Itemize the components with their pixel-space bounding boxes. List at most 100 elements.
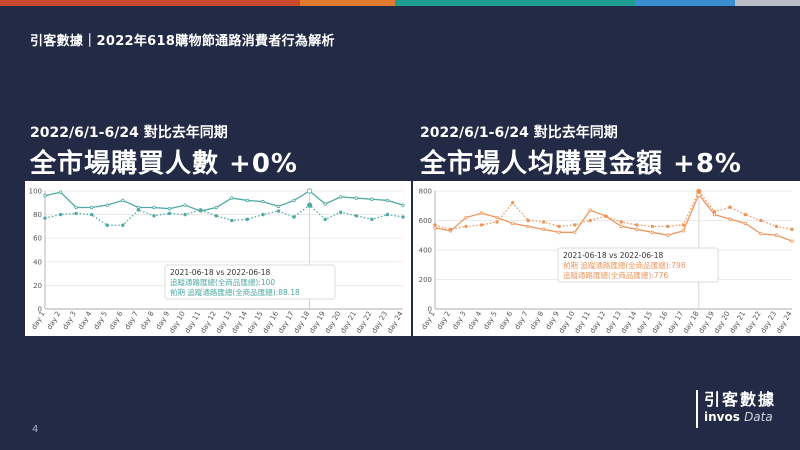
tooltip-box [164,264,336,300]
y-tick-label: 20 [33,282,42,290]
data-point-current [323,202,327,206]
x-tick-label: day 4 [467,310,484,331]
data-point-prior [276,209,281,213]
top-bar-segment [395,0,635,6]
y-tick-label: 60 [33,235,42,243]
brand-logo: 引客數據 invos Data [696,386,786,432]
data-point-prior [464,224,468,229]
data-point-current [58,190,63,194]
series-line-current [434,193,793,242]
data-point-current [370,197,374,201]
data-point-current [433,226,437,230]
data-point-prior [339,210,343,214]
x-tick-label: day 7 [513,310,530,331]
data-point-current [121,198,125,203]
data-point-current [307,188,313,194]
data-point-prior [790,227,794,232]
data-point-prior [354,214,359,218]
data-point-current [743,221,748,226]
data-point-current [152,205,156,210]
data-point-prior [230,218,234,223]
data-point-current [650,230,655,234]
data-point-prior [167,211,172,216]
data-point-current [89,205,94,210]
x-tick-label: day 24 [775,310,794,335]
data-point-prior [323,217,327,222]
tooltip-line: 前期 追蹤通路匯總(全商品匯總):798 [563,260,686,270]
x-tick-label: day 24 [386,310,405,335]
y-tick-label: 0 [38,306,42,314]
data-point-prior [307,202,313,208]
data-point-prior [198,208,203,212]
page-number: 4 [32,424,39,435]
right-subtitle: 2022/6/1-6/24 對比去年同期 [420,125,618,141]
data-point-prior [712,209,717,214]
data-point-prior [245,217,250,222]
data-point-current [464,215,468,220]
y-tick-label: 600 [419,217,432,225]
data-point-current [541,227,546,232]
data-point-current [588,208,592,212]
y-tick-label: 80 [33,211,42,219]
data-point-current [183,203,187,207]
data-point-current [354,196,359,200]
data-point-prior [526,218,530,223]
logo-divider [696,390,698,428]
y-tick-label: 40 [33,258,42,266]
logo-en-light: Data [744,410,773,424]
data-point-prior [572,223,577,227]
data-point-prior [74,211,78,216]
x-tick-label: day 4 [77,310,94,331]
data-point-prior [105,223,109,227]
right-chart-panel: 0 200 400 600 800 day 1 day 2 day 3 day 4 day 5 da… [413,181,800,336]
logo-cn: 引客數據 [704,390,777,409]
data-point-prior [759,218,763,223]
data-point-prior [214,214,218,218]
top-bar-segment [635,0,735,6]
data-point-prior [681,223,686,227]
data-point-prior [401,215,405,219]
x-tick-label: day 7 [123,310,140,331]
data-point-current [712,212,717,217]
data-point-prior [43,216,47,220]
logo-en: invos Data [704,410,773,424]
top-bar-segment [735,0,800,6]
data-point-current [230,196,234,200]
data-point-current [276,204,281,209]
data-point-prior [292,215,296,219]
data-point-current [510,221,515,226]
tooltip-line: 追蹤通路匯總(全商品匯總):100 [170,277,275,287]
x-tick-label: day 2 [436,310,453,331]
data-point-current [43,194,47,198]
top-bar-segment [300,0,395,6]
data-point-current [214,205,218,210]
data-point-current [557,230,561,234]
data-point-current [74,205,78,210]
tooltip-title: 2021-06-18 vs 2022-06-18 [170,268,271,277]
data-point-prior [541,220,546,224]
data-point-prior [774,224,779,229]
x-tick-label: day 6 [498,310,515,331]
data-point-current [401,203,405,207]
data-point-prior [121,223,125,227]
y-tick-label: 200 [419,276,432,284]
data-point-current [479,211,484,215]
y-tick-label: 100 [29,188,42,196]
x-tick-label: day 8 [139,310,156,331]
x-tick-label: day 5 [92,310,109,331]
top-bar-segment [0,0,300,6]
x-tick-label: day 2 [46,310,63,331]
tooltip-line: 追蹤通路匯總(全商品匯總):776 [563,270,668,280]
data-point-current [759,232,763,236]
data-point-current [245,198,250,203]
left-chart-panel: 0 20 40 60 80 100 day 1 day 2 day 3 day 4 day 5 day… [25,181,411,336]
data-point-prior [183,212,187,217]
data-point-prior [666,224,670,229]
data-point-prior [557,224,561,229]
data-point-prior [370,217,374,222]
y-tick-label: 400 [419,247,432,255]
data-point-current [261,199,265,204]
